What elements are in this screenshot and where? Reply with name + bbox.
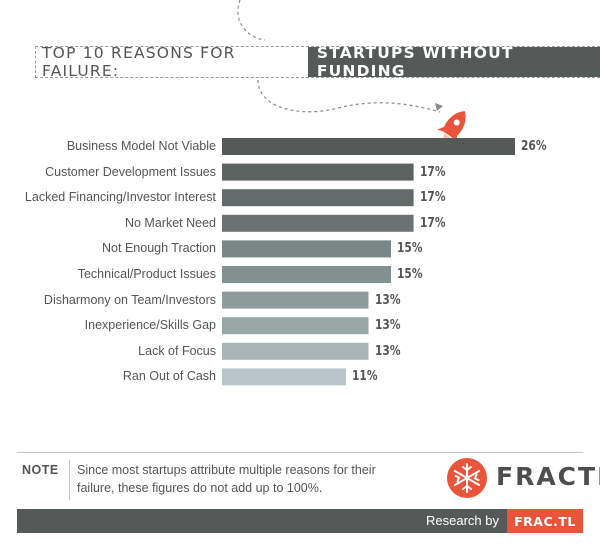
value-label: 17% [419, 190, 446, 206]
bar [222, 342, 369, 360]
value-label: 17% [419, 215, 446, 231]
bar [222, 214, 414, 232]
category-label: Inexperience/Skills Gap [84, 318, 216, 333]
footer-brand-link[interactable]: FRAC.TL [507, 509, 583, 533]
value-label: 13% [374, 292, 401, 308]
note-divider [69, 460, 70, 500]
arrow-tip-icon [435, 103, 443, 111]
note-text: Since most startups attribute multiple r… [77, 461, 417, 497]
category-label: Business Model Not Viable [66, 139, 216, 153]
divider-top [17, 452, 583, 453]
note-line-1: Since most startups attribute multiple r… [77, 463, 376, 477]
category-label: Lacked Financing/Investor Interest [24, 190, 216, 205]
bar [222, 317, 369, 335]
bar [222, 189, 414, 207]
category-label: Technical/Product Issues [77, 267, 216, 281]
bars-group [222, 138, 515, 386]
bar [222, 291, 369, 309]
rocket-trail [237, 0, 441, 113]
bar [222, 266, 392, 283]
footer-research-label: Research by [426, 513, 499, 528]
value-label: 17% [419, 164, 446, 180]
category-label: Not Enough Traction [102, 241, 216, 256]
value-label: 13% [374, 343, 401, 359]
note-line-2: failure, these figures do not add up to … [77, 481, 323, 495]
value-label: 13% [374, 318, 401, 334]
value-label: 11% [351, 369, 378, 385]
category-label: No Market Need [124, 215, 216, 230]
fractl-logo-icon [447, 458, 487, 498]
bar [222, 368, 346, 386]
footer-bar: Research by FRAC.TL [17, 509, 583, 533]
chart-title: TOP 10 REASONS FOR FAILURE: STARTUPS WIT… [35, 44, 600, 80]
bar [222, 138, 515, 155]
value-label: 26% [521, 139, 547, 154]
fractl-logo-text: FRACTL [496, 462, 600, 491]
title-plain: TOP 10 REASONS FOR FAILURE: [42, 44, 236, 80]
value-label: 15% [397, 267, 423, 282]
note-tag: NOTE [22, 463, 59, 477]
value-label: 15% [397, 241, 423, 257]
title-highlight: STARTUPS WITHOUT FUNDING [307, 44, 600, 80]
category-label: Customer Development Issues [45, 164, 216, 179]
category-label: Lack of Focus [138, 343, 216, 358]
bar [222, 240, 392, 258]
category-label: Ran Out of Cash [122, 369, 216, 384]
category-label: Disharmony on Team/Investors [43, 292, 216, 307]
bar [222, 163, 414, 181]
